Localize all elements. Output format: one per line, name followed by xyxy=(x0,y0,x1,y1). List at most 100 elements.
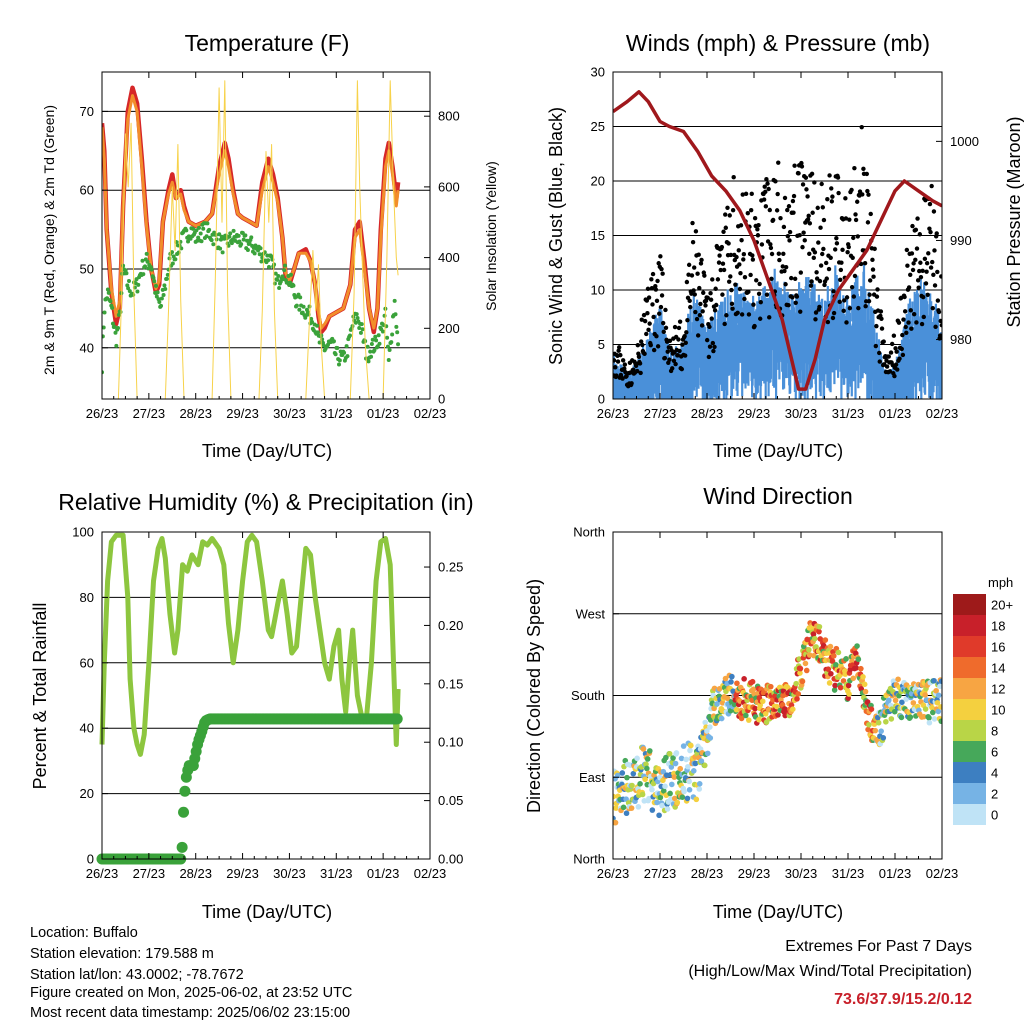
y-right-tick-label: 0.00 xyxy=(438,852,463,867)
humidity-series xyxy=(96,532,403,865)
direction-point xyxy=(707,724,713,730)
gust-point xyxy=(693,309,698,315)
dewpoint-point xyxy=(162,283,167,288)
direction-point xyxy=(938,718,942,725)
gust-point xyxy=(929,183,934,189)
x-tick-label: 29/23 xyxy=(226,866,259,881)
dewpoint-point xyxy=(112,324,117,329)
legend-swatch xyxy=(953,678,986,699)
dewpoint-point xyxy=(333,352,338,357)
gust-point xyxy=(919,321,925,327)
gust-point xyxy=(881,339,886,344)
direction-point xyxy=(806,646,812,653)
direction-point xyxy=(903,696,909,702)
gust-point xyxy=(617,345,622,350)
gust-point xyxy=(926,251,931,256)
gust-point xyxy=(847,305,853,311)
gust-point xyxy=(874,323,879,329)
direction-point xyxy=(646,795,652,802)
dewpoint-point xyxy=(288,272,293,277)
dewpoint-point xyxy=(126,278,131,283)
gust-point xyxy=(629,381,634,386)
gust-point xyxy=(654,334,659,339)
y-tick-label: 0 xyxy=(598,392,605,407)
gust-point xyxy=(639,339,644,344)
gust-point xyxy=(838,277,843,282)
gust-point xyxy=(823,260,829,266)
gust-point xyxy=(738,223,744,228)
direction-point xyxy=(868,706,875,713)
extremes-block: Extremes For Past 7 Days (High/Low/Max W… xyxy=(688,938,972,1008)
gust-point xyxy=(786,303,791,308)
direction-point xyxy=(847,666,854,673)
dewpoint-point xyxy=(380,329,385,334)
gust-point xyxy=(677,348,682,354)
gust-point xyxy=(922,256,928,262)
gust-point xyxy=(864,171,869,177)
gust-point xyxy=(751,302,756,307)
dewpoint-point xyxy=(143,264,148,269)
gust-point xyxy=(895,367,900,372)
gust-point xyxy=(791,210,796,215)
gust-point xyxy=(850,255,855,261)
direction-point xyxy=(793,680,799,687)
dewpoint-point xyxy=(358,330,363,335)
gust-point xyxy=(707,324,712,330)
gust-point xyxy=(701,290,706,295)
direction-point xyxy=(671,774,678,780)
y-right-tick-label: 1000 xyxy=(950,134,979,149)
y-tick-label: 30 xyxy=(591,65,605,80)
gust-point xyxy=(714,302,719,308)
legend-label: 6 xyxy=(991,745,998,760)
gust-point xyxy=(924,269,929,274)
gust-point xyxy=(758,299,763,305)
gust-point xyxy=(923,281,929,286)
dewpoint-point xyxy=(149,267,154,272)
gust-point xyxy=(867,292,872,297)
gust-point xyxy=(826,266,832,272)
gust-point xyxy=(773,179,778,184)
gust-point xyxy=(655,344,661,349)
gust-point xyxy=(932,283,938,288)
humidity-ylabel: Percent & Total Rainfall xyxy=(30,603,50,790)
gust-point xyxy=(811,255,816,261)
extremes-subheading: (High/Low/Max Wind/Total Precipitation) xyxy=(688,963,972,980)
dewpoint-point xyxy=(386,358,391,363)
dewpoint-point xyxy=(153,283,158,288)
gust-point xyxy=(622,362,628,367)
gust-point xyxy=(849,187,854,193)
legend-label: 10 xyxy=(991,703,1005,718)
direction-point xyxy=(922,692,928,698)
gust-point xyxy=(855,234,860,239)
gust-point xyxy=(689,273,695,278)
gust-point xyxy=(691,288,696,293)
gust-point xyxy=(937,333,942,338)
gust-point xyxy=(647,321,652,326)
direction-point xyxy=(640,746,647,752)
dewpoint-point xyxy=(243,233,248,238)
dewpoint-point xyxy=(218,246,223,251)
direction-point xyxy=(629,782,635,789)
legend-label: 12 xyxy=(991,682,1005,697)
direction-point xyxy=(701,762,708,769)
x-tick-label: 30/23 xyxy=(785,406,818,421)
dewpoint-point xyxy=(307,304,312,309)
dewpoint-point xyxy=(273,271,278,276)
direction-point xyxy=(718,715,725,722)
gust-point xyxy=(856,305,861,311)
gust-point xyxy=(911,261,916,266)
gust-point xyxy=(736,248,741,253)
gust-point xyxy=(916,285,921,290)
dewpoint-point xyxy=(245,247,250,252)
gust-point xyxy=(899,346,904,352)
gust-point xyxy=(722,321,727,327)
gust-point xyxy=(699,257,704,263)
dewpoint-point xyxy=(294,303,299,308)
dewpoint-point xyxy=(266,258,271,263)
direction-point xyxy=(730,688,736,695)
gust-point xyxy=(767,207,772,213)
gust-point xyxy=(913,227,919,233)
gust-point xyxy=(829,199,835,204)
gust-point xyxy=(730,208,736,213)
dewpoint-point xyxy=(301,304,306,309)
